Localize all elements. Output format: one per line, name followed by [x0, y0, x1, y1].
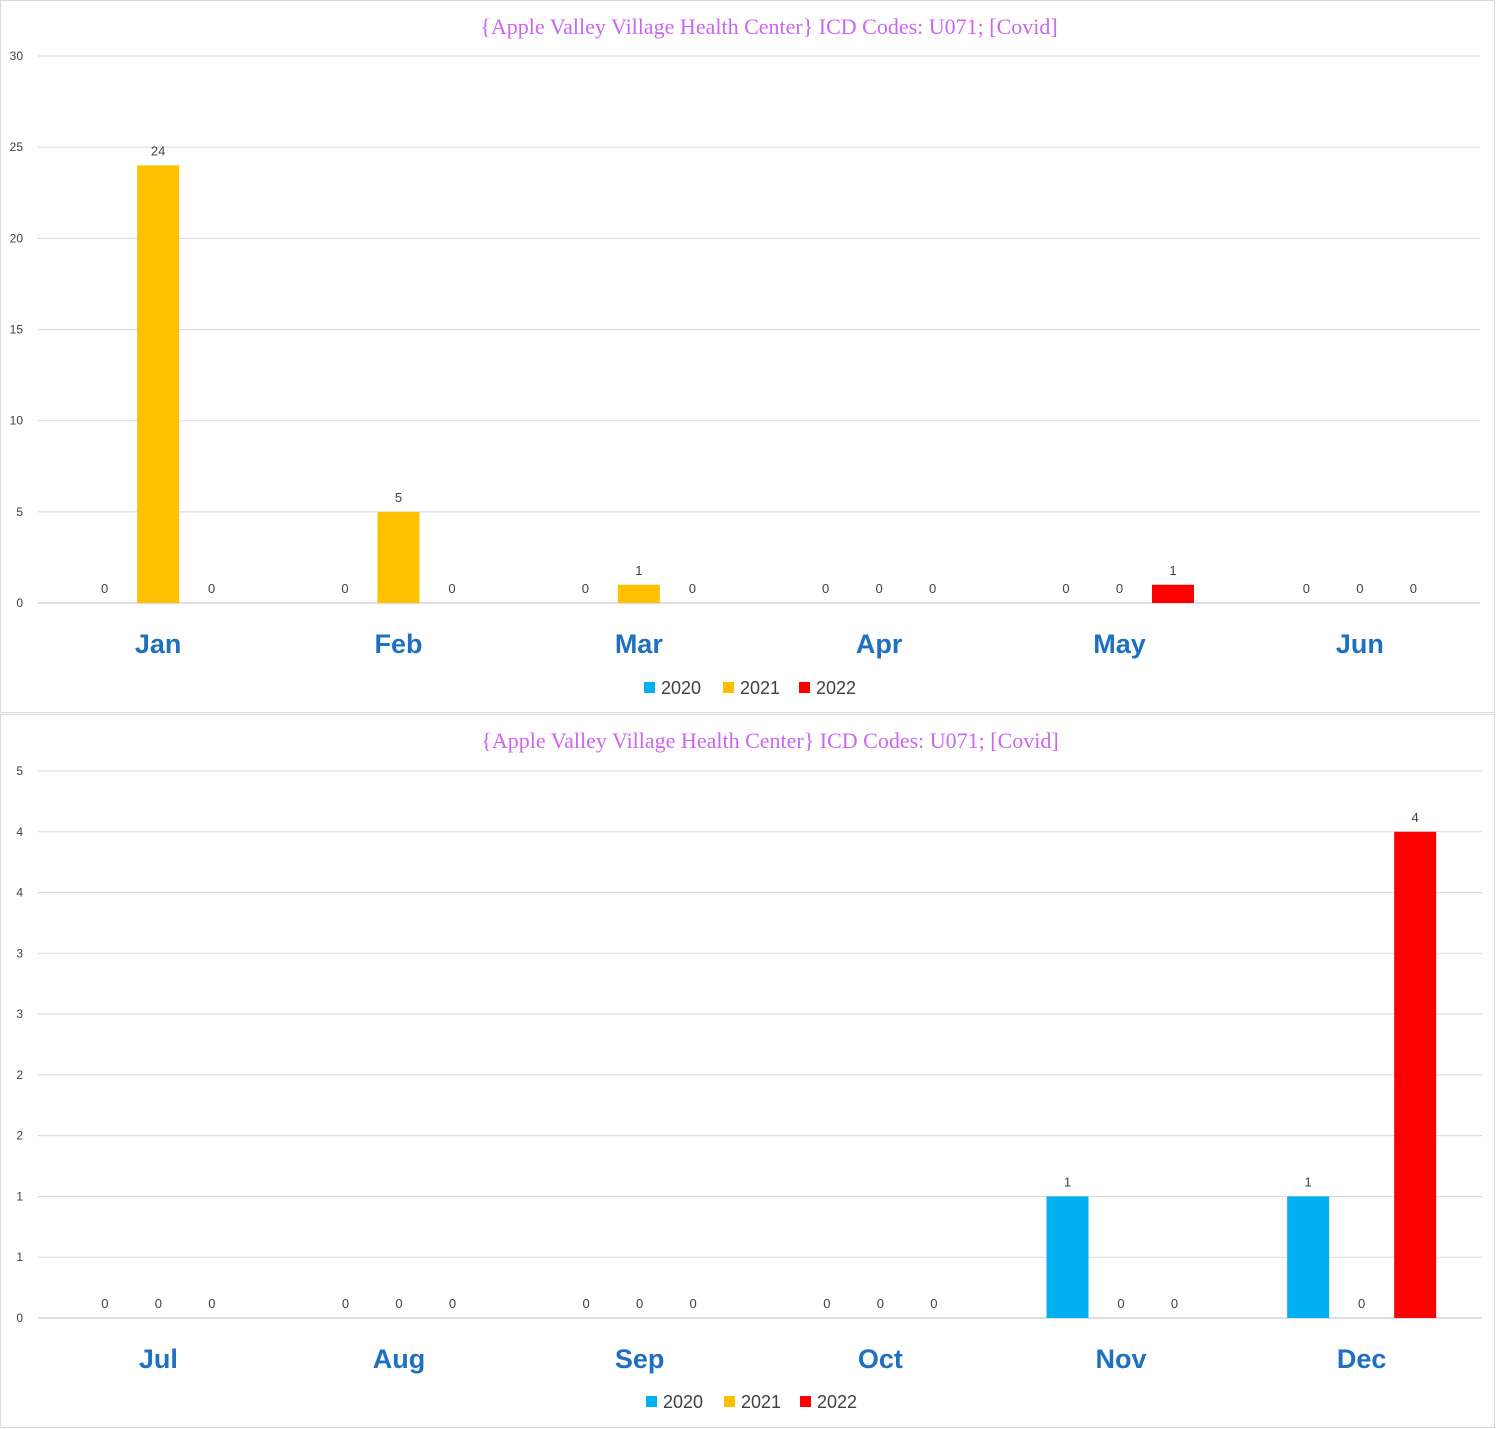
data-label: 0 [448, 581, 455, 596]
chart-panel-jan-jun: {Apple Valley Village Health Center} ICD… [0, 0, 1495, 713]
data-label: 0 [208, 581, 215, 596]
data-label: 0 [823, 1296, 830, 1311]
data-label: 0 [341, 581, 348, 596]
data-label: 4 [1412, 810, 1419, 825]
y-tick-label: 5 [16, 505, 23, 519]
data-label: 0 [1116, 581, 1123, 596]
x-category-label: Jul [139, 1344, 178, 1374]
bar-dec-2020 [1287, 1196, 1330, 1318]
legend-label: 2020 [663, 1392, 703, 1412]
data-label: 0 [342, 1296, 349, 1311]
legend-label: 2022 [816, 678, 856, 698]
x-category-label: Oct [858, 1344, 903, 1374]
y-tick-label: 2 [16, 1068, 23, 1082]
legend-label: 2022 [817, 1392, 857, 1412]
legend-label: 2020 [661, 678, 701, 698]
legend-swatch-2022 [800, 1396, 811, 1407]
chart-title: {Apple Valley Village Health Center} ICD… [481, 728, 1058, 753]
data-label: 0 [1410, 581, 1417, 596]
legend-swatch-2021 [723, 682, 734, 693]
x-category-label: Sep [615, 1344, 665, 1374]
y-tick-label: 1 [16, 1250, 23, 1264]
y-tick-label: 10 [10, 414, 24, 428]
x-category-label: Aug [373, 1344, 425, 1374]
legend-swatch-2020 [646, 1396, 657, 1407]
data-label: 0 [636, 1296, 643, 1311]
data-label: 0 [689, 581, 696, 596]
bar-jan-2021 [137, 165, 180, 603]
x-category-label: Dec [1337, 1344, 1387, 1374]
legend-label: 2021 [740, 678, 780, 698]
chart-jul-dec: {Apple Valley Village Health Center} ICD… [16, 728, 1482, 1412]
data-label: 5 [395, 490, 402, 505]
data-label: 1 [1305, 1174, 1312, 1189]
legend-label: 2021 [741, 1392, 781, 1412]
y-tick-label: 2 [16, 1129, 23, 1143]
x-category-label: Feb [374, 629, 422, 659]
bar-may-2022 [1152, 584, 1194, 603]
data-label: 24 [151, 143, 165, 158]
data-label: 1 [1064, 1174, 1071, 1189]
y-tick-label: 25 [10, 140, 24, 154]
data-label: 0 [101, 1296, 108, 1311]
x-category-label: Mar [615, 629, 664, 659]
x-category-label: Jan [135, 629, 182, 659]
y-tick-label: 1 [16, 1189, 23, 1203]
data-label: 0 [877, 1296, 884, 1311]
data-label: 0 [1171, 1296, 1178, 1311]
legend-swatch-2020 [644, 682, 655, 693]
y-tick-label: 0 [16, 1311, 23, 1325]
bar-dec-2022 [1394, 831, 1437, 1318]
y-tick-label: 0 [16, 596, 23, 610]
chart-jan-jun: {Apple Valley Village Health Center} ICD… [10, 14, 1480, 698]
data-label: 0 [101, 581, 108, 596]
data-label: 0 [582, 581, 589, 596]
y-tick-label: 15 [10, 323, 24, 337]
data-label: 0 [155, 1296, 162, 1311]
data-label: 0 [876, 581, 883, 596]
data-label: 0 [208, 1296, 215, 1311]
data-label: 0 [1117, 1296, 1124, 1311]
y-tick-label: 3 [16, 1007, 23, 1021]
y-tick-label: 3 [16, 946, 23, 960]
data-label: 0 [929, 581, 936, 596]
y-tick-label: 4 [16, 825, 23, 839]
data-label: 1 [1169, 563, 1176, 578]
y-tick-label: 5 [16, 764, 23, 778]
data-label: 0 [583, 1296, 590, 1311]
x-category-label: Jun [1336, 629, 1384, 659]
y-tick-label: 20 [10, 231, 24, 245]
x-category-label: Apr [856, 629, 903, 659]
bar-nov-2020 [1046, 1196, 1089, 1318]
legend-swatch-2022 [799, 682, 810, 693]
chart-panel-jul-dec: {Apple Valley Village Health Center} ICD… [0, 714, 1495, 1428]
data-label: 0 [822, 581, 829, 596]
x-category-label: Nov [1095, 1344, 1146, 1374]
y-tick-label: 4 [16, 886, 23, 900]
chart-title: {Apple Valley Village Health Center} ICD… [480, 14, 1057, 39]
data-label: 0 [930, 1296, 937, 1311]
data-label: 0 [1062, 581, 1069, 596]
x-category-label: May [1093, 629, 1146, 659]
data-label: 1 [635, 563, 642, 578]
data-label: 0 [449, 1296, 456, 1311]
bar-feb-2021 [377, 511, 420, 603]
y-tick-label: 30 [10, 49, 24, 63]
data-label: 0 [690, 1296, 697, 1311]
data-label: 0 [395, 1296, 402, 1311]
data-label: 0 [1356, 581, 1363, 596]
data-label: 0 [1303, 581, 1310, 596]
data-label: 0 [1358, 1296, 1365, 1311]
bar-mar-2021 [617, 584, 660, 603]
legend-swatch-2021 [724, 1396, 735, 1407]
